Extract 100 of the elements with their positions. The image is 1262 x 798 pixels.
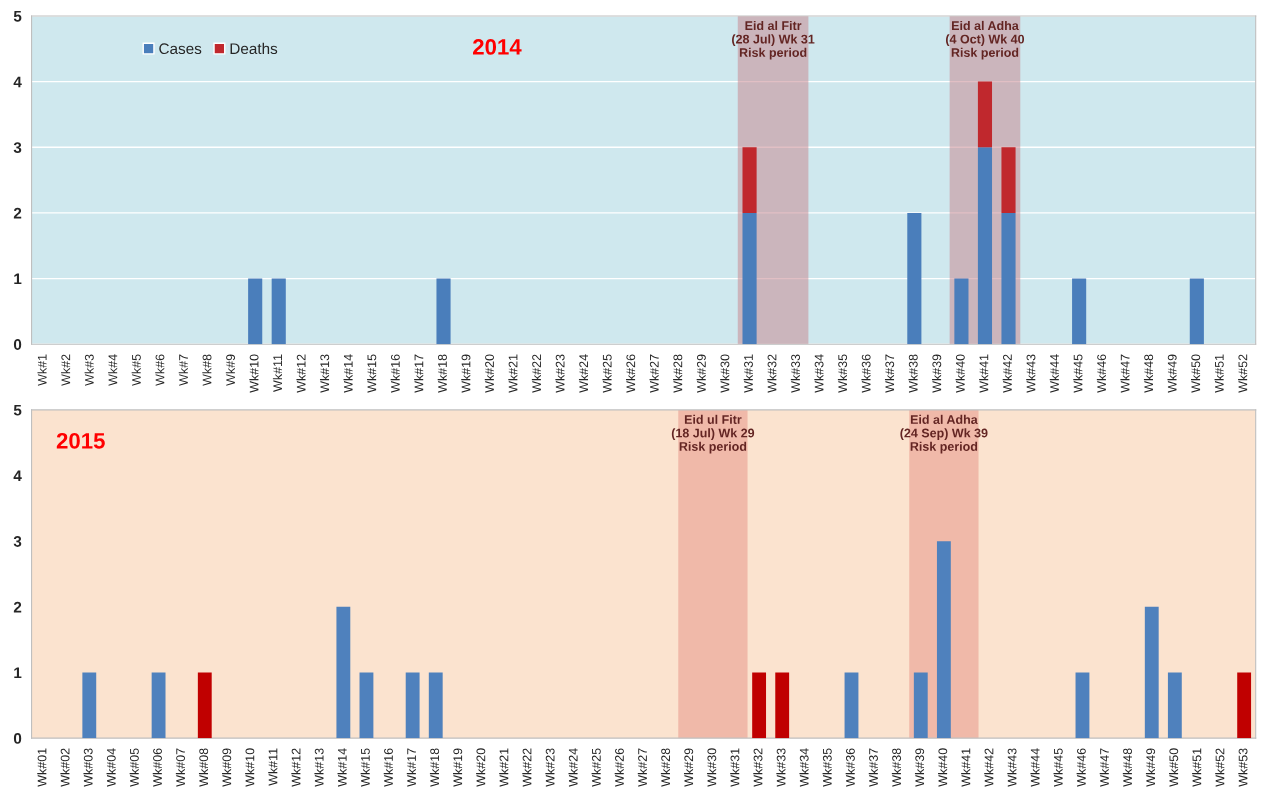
- x-tick-label: Wk#39: [932, 354, 942, 393]
- x-tick-label: Wk#39: [914, 748, 925, 787]
- x-tick-label: Wk#11: [272, 354, 282, 392]
- x-tick-label: Wk#04: [106, 748, 116, 787]
- x-tick-label: Wk#22: [522, 748, 532, 787]
- x-tick-label: Wk#3: [84, 354, 94, 386]
- x-tick-label: Wk#33: [776, 748, 786, 787]
- y-tick-label: 2: [13, 207, 22, 219]
- y-tick-label: 3: [13, 536, 22, 547]
- x-tick-label: Wk#50: [1169, 748, 1179, 787]
- x-tick-label: Wk#40: [938, 748, 948, 787]
- x-tick-label: Wk#44: [1030, 748, 1040, 787]
- x-tick-label: Wk#14: [343, 354, 353, 393]
- x-tick-label: Wk#53: [1238, 748, 1248, 787]
- x-tick-label: Wk#16: [383, 748, 393, 787]
- x-tick-label: Wk#26: [626, 354, 636, 393]
- x-tick-label: Wk#49: [1145, 748, 1156, 787]
- y-tick-label: 3: [13, 142, 22, 153]
- text: 2015: [56, 432, 105, 449]
- x-tick-label: Wk#31: [730, 748, 740, 787]
- x-tick-label: Wk#52: [1215, 748, 1225, 787]
- x-tick-label: Wk#17: [414, 354, 424, 393]
- x-tick-label: Wk#48: [1122, 748, 1133, 787]
- x-tick-label: Wk#20: [484, 354, 494, 393]
- x-tick-label: Wk#31: [743, 354, 753, 393]
- x-tick-label: Wk#36: [845, 748, 855, 787]
- x-tick-label: Wk#28: [673, 354, 683, 393]
- x-tick-label: Wk#2: [61, 354, 71, 386]
- x-tick-label: Wk#46: [1076, 748, 1086, 787]
- bar: [1072, 278, 1087, 345]
- bar: [436, 278, 451, 345]
- x-tick-label: Wk#25: [591, 748, 601, 787]
- band-label: Eid al Fitr (28 Jul) Wk 31 Risk period: [732, 20, 815, 60]
- x-tick-label: Wk#10: [245, 748, 255, 787]
- x-tick-label: Wk#05: [129, 748, 139, 787]
- bar: [359, 672, 374, 739]
- band-label: Eid al Adha (4 Oct) Wk 40 Risk period: [946, 20, 1025, 60]
- x-tick-label: Wk#47: [1099, 748, 1109, 787]
- x-tick-label: Wk#23: [555, 354, 565, 393]
- x-tick-label: Wk#27: [637, 748, 647, 787]
- x-tick-label: Wk#19: [453, 748, 463, 787]
- x-tick-label: Wk#02: [60, 748, 70, 787]
- x-tick-label: Wk#25: [602, 354, 612, 393]
- x-tick-label: Wk#26: [614, 748, 624, 787]
- x-tick-label: Wk#20: [476, 748, 486, 787]
- bar: [248, 278, 263, 345]
- x-tick-label: Wk#15: [360, 748, 370, 787]
- x-tick-label: Wk#51: [1214, 354, 1224, 393]
- x-tick-label: Wk#30: [720, 354, 730, 393]
- x-tick-label: Wk#41: [961, 748, 971, 787]
- y-tick-label: 2: [13, 601, 22, 613]
- x-tick-label: Wk#45: [1073, 354, 1083, 393]
- x-tick-label: Wk#1: [37, 354, 47, 386]
- x-tick-label: Wk#18: [437, 354, 447, 393]
- x-tick-label: Wk#37: [868, 748, 878, 787]
- bar: [742, 212, 757, 345]
- x-tick-label: Wk#6: [155, 354, 165, 386]
- x-tick-label: Wk#5: [131, 354, 141, 386]
- x-tick-label: Wk#13: [319, 354, 330, 393]
- bar: [271, 278, 286, 345]
- x-tick-label: Wk#41: [979, 354, 989, 393]
- y-tick-label: 4: [13, 76, 22, 88]
- bar: [954, 278, 969, 345]
- x-tick-label: Wk#28: [660, 748, 671, 787]
- x-tick-label: Wk#50: [1191, 354, 1201, 393]
- bar: [752, 672, 767, 739]
- band-label: Eid ul Fitr (18 Jul) Wk 29 Risk period: [671, 414, 755, 454]
- bar: [775, 672, 790, 739]
- bar: [913, 672, 928, 739]
- bar: [1075, 672, 1090, 739]
- bar: [844, 672, 859, 739]
- y-tick-label: 5: [13, 10, 22, 22]
- legend-label: Deaths: [230, 42, 278, 55]
- bar: [977, 81, 993, 148]
- x-tick-label: Wk#29: [683, 748, 694, 787]
- x-tick-label: Wk#29: [696, 354, 706, 393]
- bar: [1167, 672, 1182, 739]
- bar: [742, 147, 757, 213]
- x-tick-label: Wk#07: [175, 748, 186, 787]
- x-tick-label: Wk#42: [984, 748, 994, 787]
- x-tick-label: Wk#18: [429, 748, 440, 787]
- x-tick-label: Wk#08: [198, 748, 209, 787]
- x-tick-label: Wk#11: [268, 748, 278, 786]
- x-tick-label: Wk#12: [296, 354, 306, 393]
- y-tick-label: 1: [14, 273, 22, 285]
- bar: [197, 672, 212, 739]
- bar: [1237, 672, 1252, 739]
- bar: [82, 672, 97, 739]
- x-tick-label: Wk#22: [531, 354, 541, 393]
- x-tick-label: Wk#15: [367, 354, 377, 393]
- bar: [428, 672, 443, 739]
- x-tick-label: Wk#33: [790, 354, 800, 393]
- x-tick-label: Wk#4: [108, 354, 118, 386]
- x-tick-label: Wk#17: [406, 748, 416, 787]
- x-tick-label: Wk#06: [152, 748, 162, 787]
- x-tick-label: Wk#52: [1238, 354, 1248, 393]
- x-tick-label: Wk#38: [891, 748, 902, 787]
- bar: [151, 672, 166, 739]
- x-tick-label: Wk#34: [814, 354, 824, 393]
- x-tick-label: Wk#47: [1120, 354, 1130, 393]
